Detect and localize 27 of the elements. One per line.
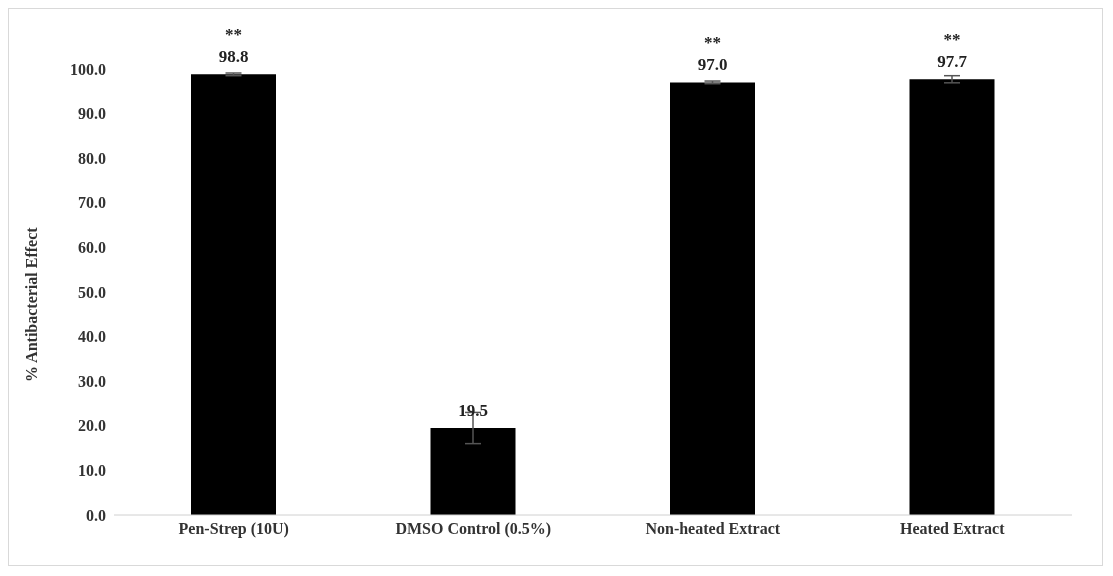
- x-tick-label: Heated Extract: [900, 520, 1006, 538]
- bar: [670, 82, 755, 515]
- bar: [430, 428, 516, 515]
- y-tick-label: 70.0: [78, 194, 106, 212]
- data-label: 97.7: [937, 52, 968, 72]
- y-tick-label: 40.0: [78, 328, 106, 346]
- y-tick-label: 90.0: [78, 105, 106, 123]
- y-tick-label: 10.0: [78, 462, 106, 480]
- y-tick-label: 20.0: [78, 417, 106, 435]
- x-tick-label: Non-heated Extract: [645, 520, 781, 538]
- annotation: **: [225, 25, 242, 45]
- x-tick-label: DMSO Control (0.5%): [395, 520, 552, 539]
- y-tick-label: 60.0: [78, 239, 106, 257]
- data-label: 19.5: [458, 401, 488, 421]
- x-tick-label: Pen-Strep (10U): [178, 520, 289, 539]
- y-tick-label: 80.0: [78, 149, 106, 167]
- bar: [909, 79, 995, 515]
- y-tick-label: 0.0: [86, 506, 106, 524]
- data-label: 98.8: [218, 47, 249, 67]
- data-label: 97.0: [697, 55, 728, 75]
- bar: [191, 74, 276, 515]
- y-axis-title: % Antibacterial Effect: [22, 226, 40, 382]
- y-tick-label: 50.0: [78, 283, 106, 301]
- y-tick-label: 100.0: [70, 60, 106, 78]
- annotation: **: [704, 33, 721, 53]
- y-tick-label: 30.0: [78, 372, 106, 390]
- annotation: **: [943, 30, 961, 50]
